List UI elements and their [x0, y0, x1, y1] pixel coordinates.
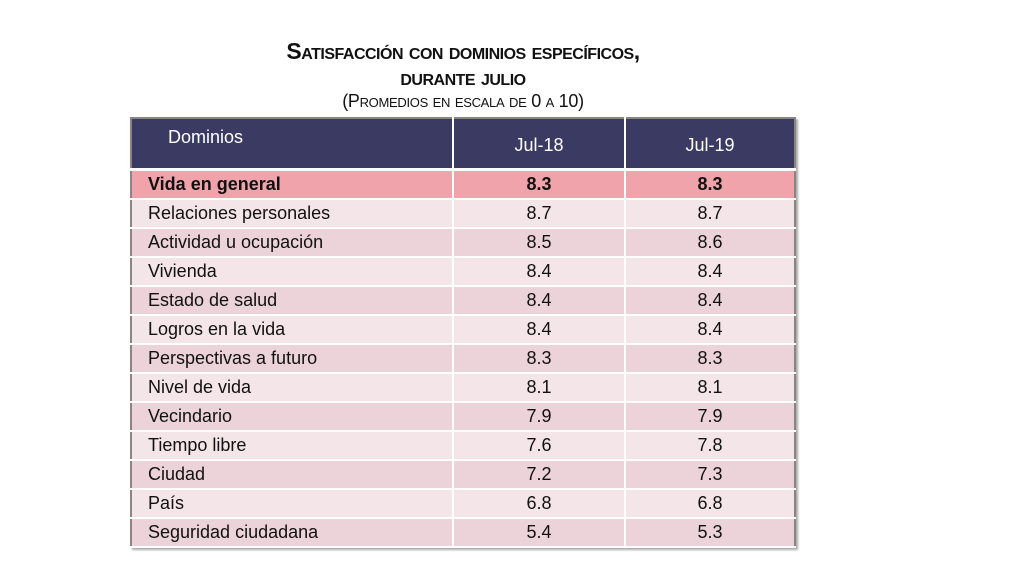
- cell-jul-19: 8.7: [625, 199, 795, 229]
- cell-jul-19: 8.3: [625, 344, 795, 374]
- table-row: Vecindario 7.9 7.9: [131, 402, 795, 432]
- cell-jul-19: 7.3: [625, 460, 795, 490]
- table-row: Perspectivas a futuro 8.3 8.3: [131, 344, 795, 374]
- table-row: Relaciones personales 8.7 8.7: [131, 199, 795, 229]
- table-row: Seguridad ciudadana 5.4 5.3: [131, 518, 795, 548]
- cell-jul-19: 7.8: [625, 431, 795, 461]
- satisfaction-table: Dominios Jul-18 Jul-19 Vida en general 8.…: [130, 117, 796, 548]
- table-row: Vivienda 8.4 8.4: [131, 257, 795, 287]
- row-label: Vivienda: [131, 257, 454, 287]
- header-jul-19: Jul-19: [625, 118, 795, 171]
- cell-jul-18: 8.7: [453, 199, 626, 229]
- cell-jul-18: 7.9: [453, 402, 626, 432]
- table-row: Estado de salud 8.4 8.4: [131, 286, 795, 316]
- row-label: Ciudad: [131, 460, 454, 490]
- row-label: Vida en general: [131, 169, 454, 200]
- header-dominios: Dominios: [131, 118, 454, 171]
- title-line-2: durante julio: [400, 64, 526, 90]
- cell-jul-18: 7.6: [453, 431, 626, 461]
- row-label: Relaciones personales: [131, 199, 454, 229]
- cell-jul-19: 8.4: [625, 257, 795, 287]
- cell-jul-19: 8.1: [625, 373, 795, 403]
- header-row: Dominios Jul-18 Jul-19: [131, 118, 795, 171]
- row-label: Estado de salud: [131, 286, 454, 316]
- cell-jul-18: 8.1: [453, 373, 626, 403]
- header-jul-18: Jul-18: [453, 118, 626, 171]
- cell-jul-18: 8.4: [453, 315, 626, 345]
- table-row-highlight: Vida en general 8.3 8.3: [131, 169, 795, 200]
- table-row: País 6.8 6.8: [131, 489, 795, 519]
- row-label: País: [131, 489, 454, 519]
- row-label: Nivel de vida: [131, 373, 454, 403]
- cell-jul-19: 7.9: [625, 402, 795, 432]
- cell-jul-18: 5.4: [453, 518, 626, 548]
- row-label: Actividad u ocupación: [131, 228, 454, 258]
- cell-jul-18: 8.5: [453, 228, 626, 258]
- row-label: Logros en la vida: [131, 315, 454, 345]
- cell-jul-18: 8.3: [453, 169, 626, 200]
- table-row: Tiempo libre 7.6 7.8: [131, 431, 795, 461]
- table-row: Actividad u ocupación 8.5 8.6: [131, 228, 795, 258]
- cell-jul-19: 8.6: [625, 228, 795, 258]
- subtitle: (Promedios en escala de 0 a 10): [342, 91, 584, 111]
- table-row: Nivel de vida 8.1 8.1: [131, 373, 795, 403]
- cell-jul-19: 8.4: [625, 315, 795, 345]
- row-label: Vecindario: [131, 402, 454, 432]
- row-label: Perspectivas a futuro: [131, 344, 454, 374]
- cell-jul-19: 6.8: [625, 489, 795, 519]
- cell-jul-19: 8.3: [625, 169, 795, 200]
- table-row: Ciudad 7.2 7.3: [131, 460, 795, 490]
- cell-jul-19: 8.4: [625, 286, 795, 316]
- row-label: Seguridad ciudadana: [131, 518, 454, 548]
- title-line-1: Satisfacción con dominios específicos,: [286, 38, 640, 64]
- cell-jul-18: 8.3: [453, 344, 626, 374]
- cell-jul-18: 6.8: [453, 489, 626, 519]
- row-label: Tiempo libre: [131, 431, 454, 461]
- cell-jul-19: 5.3: [625, 518, 795, 548]
- cell-jul-18: 8.4: [453, 286, 626, 316]
- cell-jul-18: 8.4: [453, 257, 626, 287]
- table-row: Logros en la vida 8.4 8.4: [131, 315, 795, 345]
- cell-jul-18: 7.2: [453, 460, 626, 490]
